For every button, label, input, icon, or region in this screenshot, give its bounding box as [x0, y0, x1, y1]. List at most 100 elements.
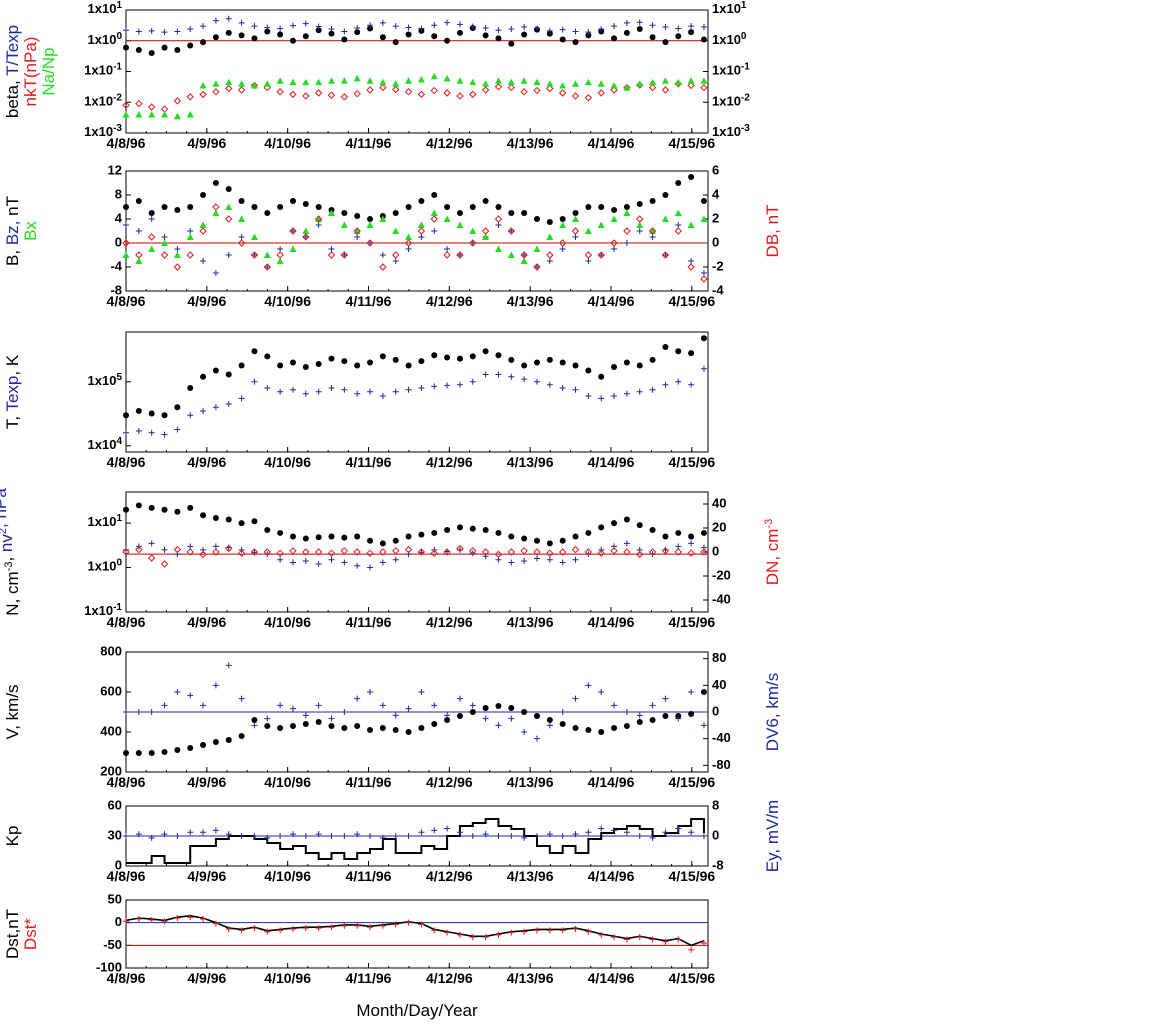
- panel-p5-right-tick-label: 80: [712, 650, 726, 665]
- panel-p5-point-v: [469, 709, 476, 715]
- panel-p1-point-t-texp: [187, 26, 194, 33]
- panel-p1-date-label: 4/15/96: [668, 135, 715, 151]
- panel-p3-point-t: [123, 412, 129, 419]
- panel-p3-point-t: [392, 356, 399, 363]
- panel-p1-point-beta: [135, 47, 142, 54]
- panel-p1-point-nkt-npa-: [212, 88, 220, 96]
- panel-p4-point-dn: [674, 548, 682, 556]
- panel-p1-point-na-np: [636, 80, 644, 87]
- panel-p4-point-dn: [687, 549, 695, 557]
- panel-p1-point-na-np: [533, 78, 541, 86]
- panel-p4-point-n: [200, 512, 207, 519]
- panel-p3-point-t: [187, 385, 194, 392]
- panel-p1-point-nkt-npa-: [186, 93, 194, 101]
- panel-p4-point-n: [148, 504, 155, 511]
- panel-p7-point-dst-: [585, 928, 592, 935]
- panel-p2-point-bx: [546, 233, 554, 240]
- panel-p4-point-dn: [481, 548, 490, 556]
- panel-p2-y-label-part: B,: [3, 245, 22, 266]
- panel-p4-right-y-label: DN, cm-3: [763, 519, 782, 585]
- panel-p3-point-texp: [264, 385, 271, 392]
- panel-p2-point-bx: [238, 215, 246, 222]
- panel-p2-point-bz: [572, 234, 579, 240]
- panel-p3-point-t: [469, 353, 476, 360]
- panel-p1-frame: [125, 9, 709, 134]
- panel-p4-point-nv2: [341, 559, 348, 566]
- panel-p5-point-v: [187, 745, 194, 751]
- panel-p6-point-ey: [264, 834, 271, 841]
- panel-p6-point-ey: [315, 831, 322, 838]
- panel-p5-point-dv6: [469, 702, 476, 709]
- panel-p5-right-y-label: DV6, km/s: [763, 673, 782, 751]
- panel-p4-point-nv2: [289, 559, 296, 566]
- panel-p1-point-na-np: [482, 80, 490, 87]
- panel-p2-point-bz: [392, 258, 399, 264]
- panel-p6-point-ey: [533, 833, 540, 839]
- panel-p4-point-n: [289, 533, 296, 540]
- panel-p1-point-na-np: [340, 77, 348, 84]
- panel-p2-point-bx: [661, 215, 669, 222]
- panel-p1-point-t-texp: [405, 24, 412, 31]
- panel-p2-point-db: [520, 251, 528, 259]
- panel-p1-point-t-texp: [200, 23, 207, 30]
- panel-p7-point-dst-: [187, 914, 194, 921]
- panel-p1-point-beta: [688, 29, 695, 36]
- panel-p5-point-v: [688, 711, 695, 717]
- panel-p7-frame: [125, 899, 709, 969]
- panel-p3-point-texp: [662, 381, 669, 388]
- panel-p6-point-ey: [354, 831, 361, 838]
- panel-p3-point-texp: [135, 428, 142, 435]
- panel-p4-point-nv2: [354, 562, 361, 569]
- panel-p1-point-na-np: [661, 77, 669, 84]
- panel-p5-date-label: 4/15/96: [668, 774, 715, 790]
- panel-p4-point-dn: [558, 548, 567, 556]
- panel-p1-point-beta: [559, 36, 566, 43]
- panel-p6-point-ey: [341, 833, 348, 839]
- panel-p6-point-ey: [328, 833, 335, 839]
- panel-p2-point-bz: [212, 270, 219, 276]
- panel-p1-point-beta: [508, 40, 515, 47]
- panel-p3-point-t: [623, 359, 630, 366]
- panel-p1-point-t-texp: [251, 23, 258, 30]
- panel-p5-point-dv6: [187, 692, 194, 699]
- panel-p4-point-dn: [571, 545, 580, 554]
- panel-p1-point-t-texp: [508, 26, 515, 33]
- panel-p5-point-v: [636, 719, 643, 725]
- panel-p1-point-na-np: [148, 110, 156, 118]
- panel-p2-point-b: [675, 180, 682, 186]
- panel-p2-point-bz: [546, 258, 553, 264]
- panel-p2-point-bz: [456, 252, 463, 258]
- panel-p4-point-n: [123, 506, 129, 513]
- panel-p5-date-label: 4/14/96: [588, 774, 635, 790]
- panel-p1-date-label: 4/9/96: [187, 135, 226, 151]
- panel-p2-point-bz: [675, 222, 682, 228]
- panel-p7-series-dst: [125, 915, 705, 947]
- panel-p2-point-b: [546, 219, 553, 225]
- panel-p5-point-dv6: [264, 715, 271, 722]
- panel-p7-point-dst-: [315, 925, 322, 932]
- panel-p1-point-t-texp: [418, 25, 425, 32]
- panel-p3-point-texp: [148, 429, 155, 436]
- panel-p2-point-db: [558, 239, 567, 247]
- panel-p5-point-v: [700, 689, 707, 695]
- panel-p4-point-dn: [122, 548, 130, 556]
- panel-p3-point-t: [341, 358, 348, 365]
- panel-p1-date-label: 4/13/96: [507, 135, 554, 151]
- panel-p3-point-texp: [611, 392, 618, 399]
- panel-p4-date-label: 4/12/96: [426, 614, 473, 630]
- panel-p5-right-tick-label: 40: [712, 677, 726, 692]
- panel-p2-point-bx: [456, 221, 464, 228]
- panel-p6-point-ey: [623, 829, 630, 836]
- panel-p4-point-dn: [584, 548, 593, 556]
- panel-p1-point-nkt-npa-: [366, 86, 374, 94]
- panel-p5-point-dv6: [636, 712, 643, 719]
- panel-p3-point-texp: [225, 400, 232, 407]
- panel-p6-date-label: 4/11/96: [346, 868, 392, 884]
- panel-p3-left-tick-label: 1x104: [88, 435, 123, 452]
- panel-p2-point-bx: [623, 209, 631, 216]
- panel-p3-y-label: T, Texp, K: [3, 354, 22, 429]
- panel-p3-point-t: [225, 371, 232, 378]
- panel-p4-point-dn: [160, 560, 169, 568]
- panel-p7-point-dst-: [354, 922, 361, 929]
